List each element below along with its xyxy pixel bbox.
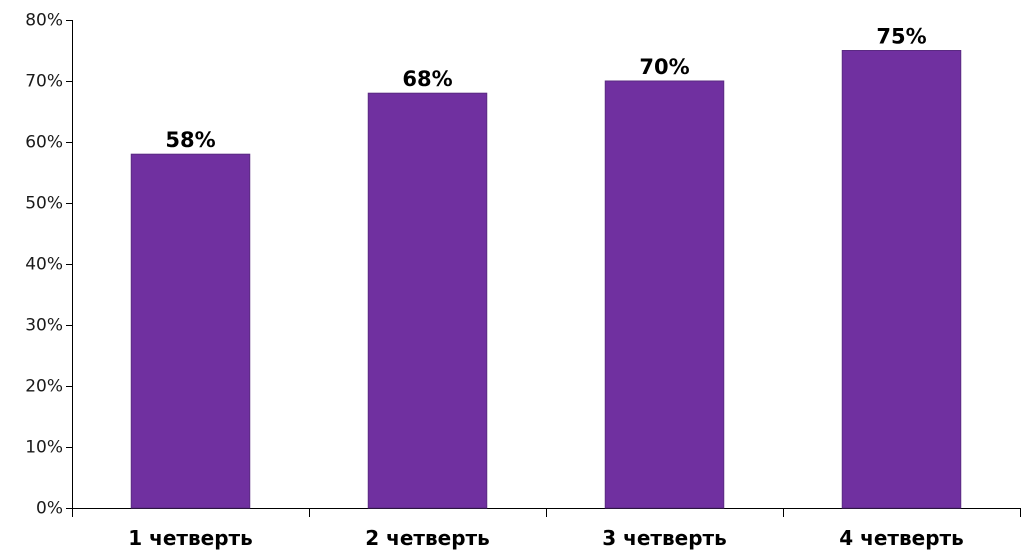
bar [367, 92, 488, 509]
bars [130, 50, 962, 509]
y-tick-label: 0% [36, 499, 63, 519]
bar-value-label: 58% [165, 128, 215, 152]
y-tick-label: 80% [25, 11, 63, 31]
y-tick-label: 60% [25, 133, 63, 153]
bar [604, 80, 725, 509]
category-label: 3 четверть [602, 526, 727, 550]
y-tick-label: 40% [25, 255, 63, 275]
y-tick-label: 50% [25, 194, 63, 214]
category-label: 2 четверть [365, 526, 490, 550]
data-labels: 58% 68% 70% 75% [165, 25, 926, 153]
y-axis: 0% 10% 20% 30% 40% 50% 60% 70% 80% [25, 11, 73, 519]
bar-value-label: 70% [639, 55, 689, 79]
y-tick-label: 70% [25, 72, 63, 92]
bar-value-label: 68% [402, 67, 452, 91]
y-tick-label: 30% [25, 316, 63, 336]
category-label: 1 четверть [128, 526, 253, 550]
x-axis [72, 508, 1021, 517]
y-tick-label: 20% [25, 377, 63, 397]
y-tick-label: 10% [25, 438, 63, 458]
bar-value-label: 75% [876, 25, 926, 49]
bar [841, 50, 962, 509]
category-label: 4 четверть [839, 526, 964, 550]
category-labels: 1 четверть 2 четверть 3 четверть 4 четверть [128, 526, 964, 550]
bar [130, 153, 251, 509]
